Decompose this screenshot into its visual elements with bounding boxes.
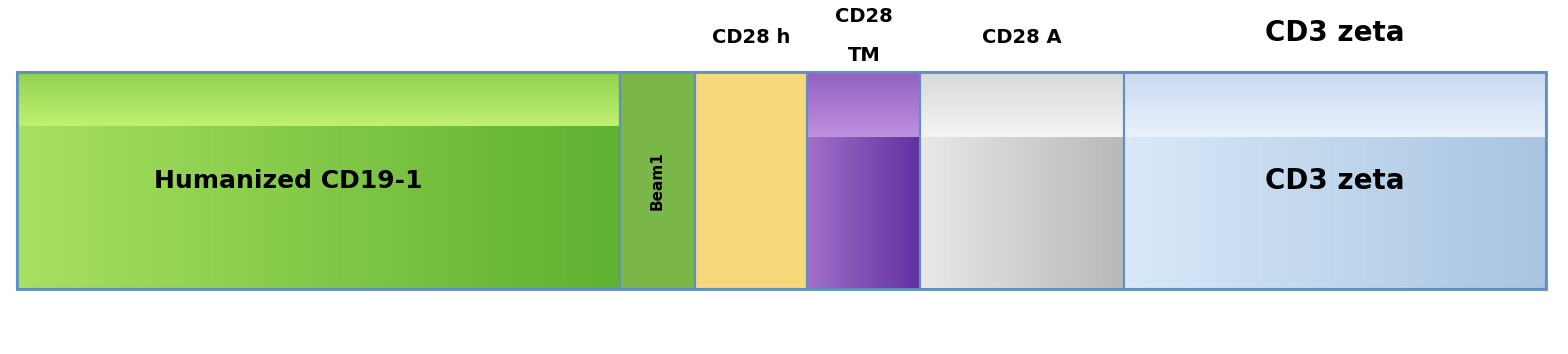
Bar (17, 72, 619, 289)
Text: TM: TM (847, 46, 880, 65)
Bar (17, 72, 1546, 289)
Bar (1124, 72, 1546, 289)
FancyBboxPatch shape (695, 72, 808, 289)
Bar (808, 72, 920, 289)
Text: CD3 zeta: CD3 zeta (1265, 166, 1405, 194)
Text: Humanized CD19-1: Humanized CD19-1 (154, 169, 422, 193)
Text: CD28 A: CD28 A (982, 28, 1062, 47)
FancyBboxPatch shape (619, 72, 695, 289)
Text: CD3 zeta: CD3 zeta (1265, 19, 1405, 47)
Bar (920, 72, 1124, 289)
Text: Beam1: Beam1 (649, 151, 665, 210)
Text: CD28 h: CD28 h (712, 28, 790, 47)
Bar (619, 72, 695, 289)
Bar (695, 72, 808, 289)
Text: CD28: CD28 (834, 7, 892, 26)
